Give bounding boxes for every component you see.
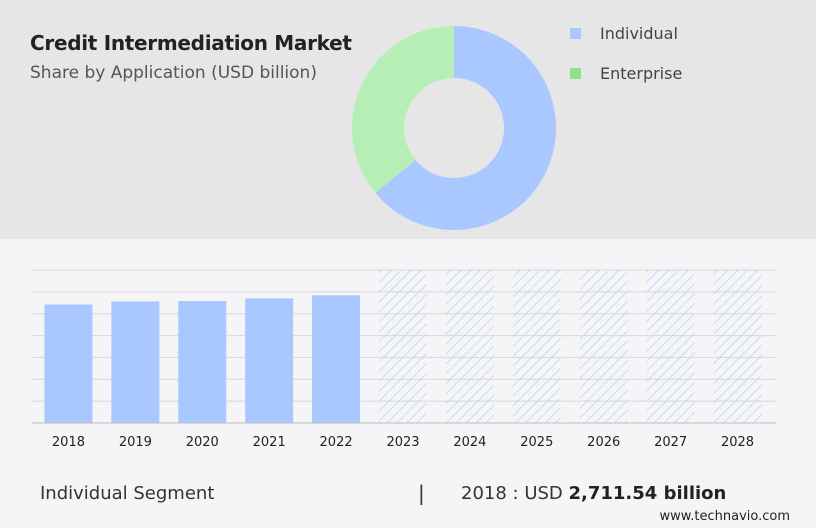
x-tick-label: 2028 bbox=[721, 435, 754, 450]
legend-swatch-individual bbox=[570, 28, 581, 39]
x-tick-label: 2021 bbox=[253, 435, 286, 450]
bar-2018 bbox=[44, 304, 93, 423]
legend-swatch-enterprise bbox=[570, 68, 581, 79]
bar-forecast-2027 bbox=[646, 270, 695, 423]
legend-label-enterprise: Enterprise bbox=[600, 64, 683, 83]
bar-2022 bbox=[312, 295, 361, 423]
x-tick-label: 2020 bbox=[186, 435, 219, 450]
footer-divider: | bbox=[418, 481, 425, 505]
bar-forecast-2025 bbox=[512, 270, 561, 423]
bar-forecast-2026 bbox=[579, 270, 628, 423]
logo-text: www.technavio.com bbox=[659, 509, 790, 524]
bar-forecast-2028 bbox=[713, 270, 762, 423]
chart-title: Credit Intermediation Market bbox=[30, 31, 352, 55]
footer-segment-label: Individual Segment bbox=[40, 483, 215, 504]
legend-label-individual: Individual bbox=[600, 24, 678, 43]
bar-forecast-2023 bbox=[379, 270, 427, 423]
footer-value-amount: 2,711.54 billion bbox=[568, 483, 727, 504]
x-tick-label: 2026 bbox=[587, 435, 620, 450]
legend-item-enterprise: Enterprise bbox=[570, 64, 682, 83]
x-tick-label: 2027 bbox=[654, 435, 687, 450]
x-tick-label: 2023 bbox=[386, 435, 419, 450]
bar-2019 bbox=[111, 301, 160, 423]
bar-2021 bbox=[245, 298, 294, 423]
x-tick-label: 2022 bbox=[320, 435, 353, 450]
footer-value: 2018 : USD 2,711.54 billion bbox=[461, 483, 726, 504]
bar-2020 bbox=[178, 301, 227, 423]
donut-slice-individual bbox=[375, 26, 556, 230]
bar-forecast-2024 bbox=[445, 270, 494, 423]
legend-item-individual: Individual bbox=[570, 24, 678, 43]
x-tick-label: 2019 bbox=[119, 435, 152, 450]
bar-chart: 2018 2019 2020 2021 2022 2023 2024 2025 2026 2027… bbox=[32, 269, 776, 450]
x-tick-label: 2018 bbox=[52, 435, 85, 450]
x-tick-label: 2024 bbox=[453, 435, 486, 450]
x-tick-label: 2025 bbox=[520, 435, 553, 450]
donut-chart bbox=[352, 26, 556, 230]
donut-slice-enterprise bbox=[352, 26, 454, 194]
footer-value-prefix: 2018 : USD bbox=[461, 483, 569, 504]
chart-subtitle: Share by Application (USD billion) bbox=[30, 63, 317, 83]
